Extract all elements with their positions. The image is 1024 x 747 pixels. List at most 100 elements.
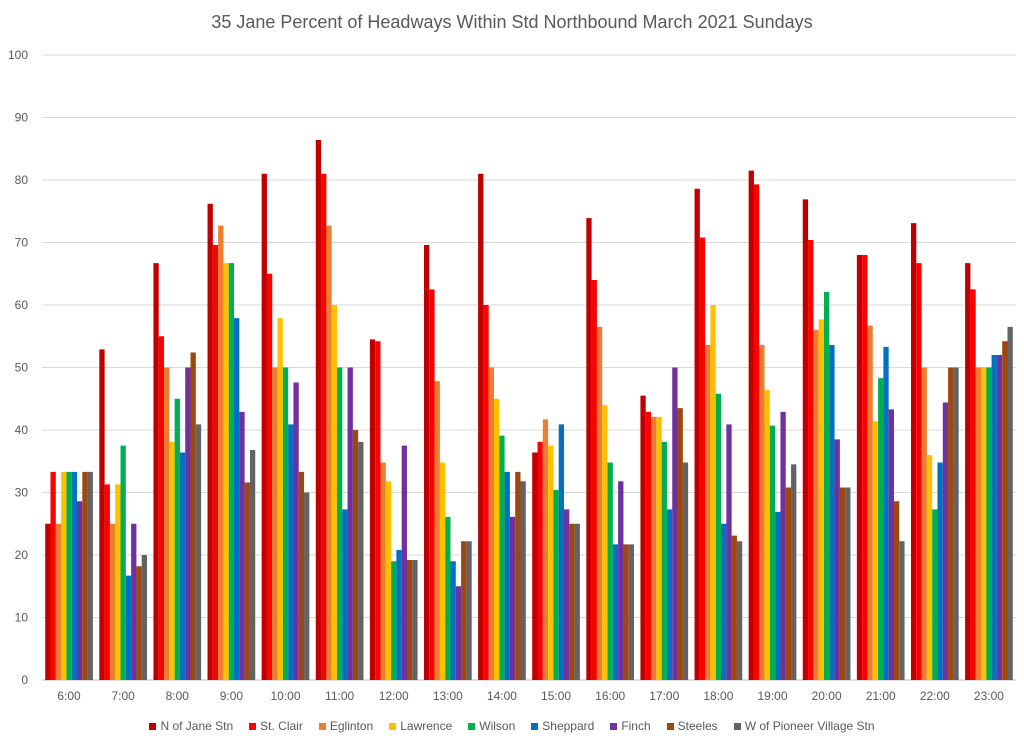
bar-eglinton: Eglinton 15:00: 41.7 bbox=[542, 419, 549, 680]
bar-st-clair: St. Clair 6:00: 33.3 bbox=[50, 471, 56, 680]
bar-steeles: Steeles 23:00: 54.2 bbox=[1002, 341, 1008, 680]
legend-item: Eglinton bbox=[318, 719, 374, 733]
bar-finch: Finch 15:00: 27.3 bbox=[564, 509, 570, 680]
bar-wilson: Wilson 10:00: 50 bbox=[282, 367, 289, 680]
legend-swatch bbox=[531, 722, 539, 730]
bar-eglinton: Eglinton 10:00: 50 bbox=[272, 367, 278, 680]
bar-n-of-jane-stn: N of Jane Stn 10:00: 81 bbox=[261, 173, 267, 680]
bar-finch: Finch 22:00: 44.4 bbox=[942, 402, 949, 680]
bar-n-of-jane-stn: N of Jane Stn 18:00: 78.6 bbox=[694, 188, 700, 680]
bar-eglinton: Eglinton 23:00: 50 bbox=[975, 367, 981, 680]
bar-st-clair: St. Clair 10:00: 65 bbox=[266, 273, 273, 680]
bar-st-clair: St. Clair 19:00: 79.3 bbox=[753, 184, 760, 680]
legend-item: Lawrence bbox=[389, 719, 452, 733]
bar-finch: Finch 21:00: 43.3 bbox=[888, 409, 894, 680]
bar-sheppard: Sheppard 22:00: 34.8 bbox=[937, 462, 943, 680]
bar-n-of-jane-stn: N of Jane Stn 11:00: 86.4 bbox=[315, 140, 322, 680]
y-tick-label: 60 bbox=[15, 298, 29, 312]
bar-eglinton: Eglinton 6:00: 25 bbox=[55, 523, 62, 680]
bar-n-of-jane-stn: N of Jane Stn 7:00: 52.9 bbox=[99, 349, 105, 680]
x-tick-label: 22:00 bbox=[920, 689, 950, 703]
legend-label: Finch bbox=[621, 719, 651, 733]
bar-steeles: Steeles 17:00: 43.5 bbox=[677, 408, 683, 680]
bar-lawrence: Lawrence 9:00: 66.7 bbox=[223, 263, 229, 680]
bar-n-of-jane-stn: N of Jane Stn 22:00: 73.1 bbox=[910, 223, 917, 680]
bar-w-of-pioneer-village-stn: W of Pioneer Village Stn 23:00: 56.5 bbox=[1007, 326, 1013, 680]
y-tick-label: 80 bbox=[15, 173, 29, 187]
bar-w-of-pioneer-village-stn: W of Pioneer Village Stn 18:00: 22.2 bbox=[736, 541, 743, 680]
x-tick-label: 16:00 bbox=[595, 689, 625, 703]
y-tick-label: 40 bbox=[15, 423, 29, 437]
bar-eglinton: Eglinton 18:00: 53.6 bbox=[705, 345, 711, 680]
bar-wilson: Wilson 6:00: 33.3 bbox=[66, 471, 72, 680]
bar-finch: Finch 13:00: 15 bbox=[455, 586, 462, 680]
bar-wilson: Wilson 11:00: 50 bbox=[336, 367, 343, 680]
y-tick-label: 20 bbox=[15, 548, 29, 562]
bar-eglinton: Eglinton 7:00: 25 bbox=[109, 523, 116, 680]
bar-wilson: Wilson 18:00: 45.8 bbox=[715, 393, 722, 680]
x-tick-label: 15:00 bbox=[541, 689, 571, 703]
x-tick-label: 21:00 bbox=[866, 689, 896, 703]
legend-swatch bbox=[389, 722, 397, 730]
bar-n-of-jane-stn: N of Jane Stn 6:00: 25 bbox=[45, 523, 51, 680]
bar-sheppard: Sheppard 18:00: 25 bbox=[721, 523, 727, 680]
x-tick-label: 9:00 bbox=[220, 689, 244, 703]
bar-sheppard: Sheppard 7:00: 16.7 bbox=[125, 575, 132, 680]
bar-st-clair: St. Clair 13:00: 62.5 bbox=[429, 289, 435, 680]
bar-w-of-pioneer-village-stn: W of Pioneer Village Stn 6:00: 33.3 bbox=[87, 471, 93, 680]
bar-eglinton: Eglinton 9:00: 72.7 bbox=[218, 225, 224, 680]
bar-finch: Finch 18:00: 40.9 bbox=[726, 424, 732, 680]
bar-w-of-pioneer-village-stn: W of Pioneer Village Stn 12:00: 19.2 bbox=[412, 560, 418, 680]
legend-label: W of Pioneer Village Stn bbox=[744, 719, 875, 733]
bar-sheppard: Sheppard 17:00: 27.3 bbox=[666, 509, 673, 680]
bar-sheppard: Sheppard 10:00: 40.9 bbox=[288, 424, 294, 680]
bar-finch: Finch 12:00: 37.5 bbox=[401, 445, 407, 680]
bar-w-of-pioneer-village-stn: W of Pioneer Village Stn 13:00: 22.2 bbox=[466, 541, 472, 680]
bar-w-of-pioneer-village-stn: W of Pioneer Village Stn 16:00: 21.7 bbox=[628, 544, 635, 680]
legend-label: St. Clair bbox=[260, 719, 303, 733]
bar-finch: Finch 16:00: 31.8 bbox=[618, 481, 624, 680]
bar-sheppard: Sheppard 12:00: 20.8 bbox=[396, 550, 402, 680]
x-tick-label: 19:00 bbox=[757, 689, 787, 703]
bar-lawrence: Lawrence 21:00: 41.4 bbox=[872, 421, 879, 680]
legend-swatch bbox=[249, 722, 257, 730]
bar-sheppard: Sheppard 11:00: 27.3 bbox=[342, 509, 348, 680]
legend-label: Eglinton bbox=[329, 719, 374, 733]
bar-steeles: Steeles 18:00: 23.1 bbox=[731, 535, 737, 680]
legend-item: Steeles bbox=[666, 719, 718, 733]
legend-label: N of Jane Stn bbox=[160, 719, 234, 733]
bar-steeles: Steeles 20:00: 30.8 bbox=[839, 487, 846, 680]
legend-swatch bbox=[666, 722, 674, 730]
x-tick-label: 8:00 bbox=[166, 689, 190, 703]
bar-eglinton: Eglinton 17:00: 42.1 bbox=[651, 416, 657, 680]
bar-steeles: Steeles 12:00: 19.2 bbox=[406, 560, 413, 680]
bar-finch: Finch 10:00: 47.6 bbox=[293, 382, 299, 680]
legend-label: Steeles bbox=[677, 719, 718, 733]
legend-label: Lawrence bbox=[400, 719, 453, 733]
bar-st-clair: St. Clair 9:00: 69.6 bbox=[212, 245, 219, 680]
bar-wilson: Wilson 9:00: 66.7 bbox=[228, 263, 235, 680]
bar-wilson: Wilson 12:00: 19 bbox=[391, 561, 397, 680]
y-tick-label: 100 bbox=[8, 48, 28, 62]
legend-item: St. Clair bbox=[249, 719, 303, 733]
bar-sheppard: Sheppard 21:00: 53.3 bbox=[883, 346, 889, 680]
legend-item: Sheppard bbox=[531, 719, 594, 733]
bar-wilson: Wilson 8:00: 45 bbox=[174, 398, 180, 680]
bar-n-of-jane-stn: N of Jane Stn 14:00: 81 bbox=[478, 173, 484, 680]
bar-eglinton: Eglinton 22:00: 50 bbox=[921, 367, 927, 680]
bar-st-clair: St. Clair 14:00: 60 bbox=[483, 305, 489, 680]
bar-w-of-pioneer-village-stn: W of Pioneer Village Stn 20:00: 30.8 bbox=[845, 487, 851, 680]
bar-lawrence: Lawrence 6:00: 33.3 bbox=[61, 471, 67, 680]
bar-st-clair: St. Clair 11:00: 81 bbox=[321, 173, 327, 680]
bar-steeles: Steeles 13:00: 22.2 bbox=[461, 541, 467, 680]
bar-st-clair: St. Clair 22:00: 66.7 bbox=[916, 263, 922, 680]
bar-wilson: Wilson 7:00: 37.5 bbox=[120, 445, 126, 680]
legend-swatch bbox=[318, 722, 326, 730]
bar-finch: Finch 14:00: 26.1 bbox=[509, 516, 516, 680]
x-tick-label: 23:00 bbox=[974, 689, 1004, 703]
bar-n-of-jane-stn: N of Jane Stn 13:00: 69.6 bbox=[423, 245, 430, 680]
bar-eglinton: Eglinton 12:00: 34.8 bbox=[380, 462, 386, 680]
bar-sheppard: Sheppard 9:00: 57.9 bbox=[234, 318, 240, 680]
bar-w-of-pioneer-village-stn: W of Pioneer Village Stn 10:00: 30 bbox=[304, 492, 310, 680]
